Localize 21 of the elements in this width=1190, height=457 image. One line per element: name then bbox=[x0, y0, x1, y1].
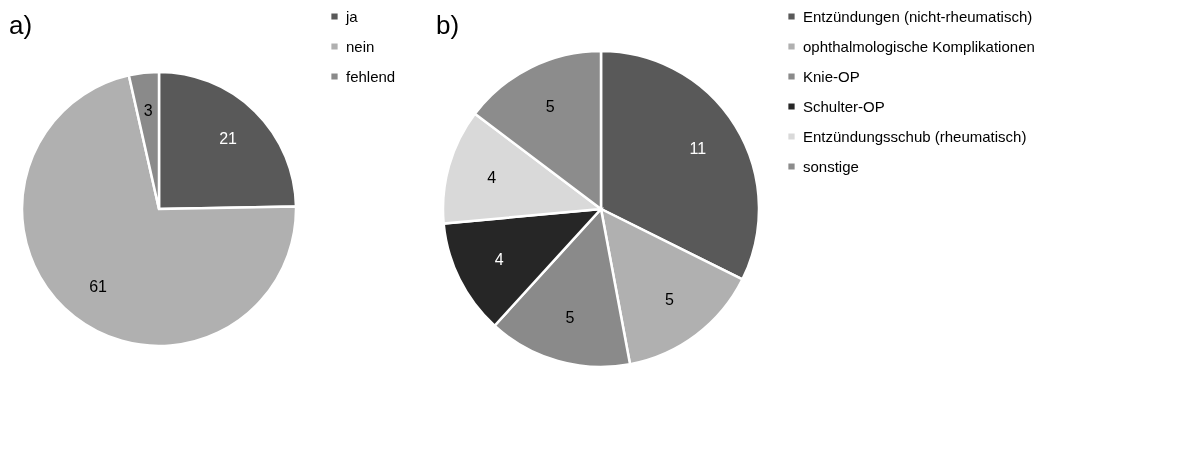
chart-title: a) bbox=[9, 10, 33, 40]
data-label: 61 bbox=[89, 277, 108, 295]
data-label: 4 bbox=[494, 250, 504, 268]
legend-label: Schulter-OP bbox=[803, 97, 885, 115]
pie-slice bbox=[21, 74, 298, 348]
legend-label: Knie-OP bbox=[803, 67, 860, 85]
legend-label: Entzündungen (nicht-rheumatisch) bbox=[803, 7, 1033, 25]
legend-label: sonstige bbox=[803, 157, 859, 175]
chart-title: b) bbox=[436, 10, 460, 40]
legend-label: nein bbox=[346, 37, 375, 55]
data-label: 21 bbox=[219, 129, 238, 147]
legend-label: ophthalmologische Komplikationen bbox=[803, 37, 1035, 55]
data-label: 5 bbox=[565, 309, 575, 327]
legend-label: fehlend bbox=[346, 67, 396, 85]
data-label: 4 bbox=[487, 168, 497, 186]
data-label: 5 bbox=[545, 98, 555, 116]
data-label: 3 bbox=[143, 101, 153, 119]
legend-label: Entzündungsschub (rheumatisch) bbox=[803, 127, 1027, 145]
data-label: 11 bbox=[689, 140, 707, 158]
legend-label: ja bbox=[345, 7, 359, 25]
data-label: 5 bbox=[665, 290, 675, 308]
